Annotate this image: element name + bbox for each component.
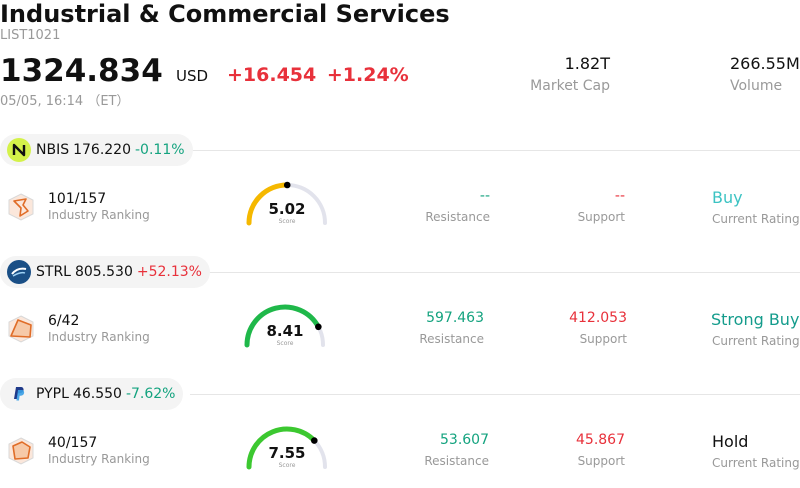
current-rating-value: Hold [712, 432, 749, 451]
resistance-label: Resistance [424, 454, 489, 468]
stock-price: 805.530 [74, 264, 133, 280]
volume-label: Volume [730, 78, 783, 94]
strl-logo-icon [7, 260, 31, 284]
row-divider [190, 272, 800, 273]
row-divider [190, 394, 800, 395]
score-gauge [246, 426, 327, 470]
stock-price: 46.550 [72, 386, 122, 402]
index-code: LIST1021 [0, 28, 61, 43]
stock-price: 176.220 [73, 142, 131, 158]
resistance-label: Resistance [425, 210, 490, 224]
ranking-badge-icon [8, 315, 34, 343]
stock-change-percent: -0.11% [135, 142, 185, 158]
industry-ranking-value: 40/157 [48, 435, 98, 451]
score-gauge [246, 181, 327, 226]
ranking-badge-icon [8, 437, 34, 465]
stock-pill-strl[interactable]: STRL 805.530 +52.13% [0, 256, 210, 288]
resistance-label: Resistance [419, 332, 484, 346]
ranking-badge-icon [8, 193, 34, 221]
support-value: -- [614, 188, 625, 204]
stock-symbol: NBIS [36, 142, 70, 158]
stock-pill-nbis[interactable]: NBIS 176.220 -0.11% [0, 134, 193, 166]
stock-symbol: PYPL [36, 386, 69, 402]
market-cap-value: 1.82T [564, 54, 610, 73]
score-label: Score [278, 218, 296, 225]
resistance-value: -- [479, 188, 490, 204]
current-rating-label: Current Rating [712, 334, 800, 348]
score-value: 8.41 [266, 322, 304, 340]
stock-symbol: STRL [36, 264, 71, 280]
current-rating-value: Buy [712, 188, 743, 207]
timestamp: 05/05, 16:14 （ET） [0, 94, 130, 109]
pypl-logo-icon [7, 382, 31, 406]
price-change: +16.454 +1.24% [227, 64, 413, 86]
support-label: Support [577, 454, 625, 468]
current-rating-value: Strong Buy [711, 310, 800, 329]
stock-change-percent: -7.62% [125, 386, 176, 402]
market-cap-label: Market Cap [530, 78, 610, 94]
volume-value: 266.55M [730, 54, 800, 73]
currency-label: USD [176, 67, 209, 85]
score-label: Score [278, 462, 296, 469]
industry-ranking-label: Industry Ranking [48, 208, 150, 222]
resistance-value: 53.607 [440, 432, 489, 448]
support-value: 412.053 [569, 310, 627, 326]
industry-ranking-label: Industry Ranking [48, 452, 150, 466]
score-label: Score [276, 340, 294, 347]
support-label: Support [577, 210, 625, 224]
resistance-value: 597.463 [426, 310, 484, 326]
current-rating-label: Current Rating [712, 456, 800, 470]
support-value: 45.867 [576, 432, 625, 448]
score-value: 7.55 [268, 444, 306, 462]
index-price: 1324.834 [0, 53, 163, 89]
score-gauge [244, 304, 325, 348]
row-divider [190, 150, 800, 151]
page-title: Industrial & Commercial Services [0, 0, 450, 28]
price-change-percent: +1.24% [326, 64, 409, 86]
support-label: Support [579, 332, 627, 346]
stock-change-percent: +52.13% [136, 264, 202, 280]
stock-pill-pypl[interactable]: PYPL 46.550 -7.62% [0, 378, 184, 410]
industry-ranking-label: Industry Ranking [48, 330, 150, 344]
industry-ranking-value: 101/157 [48, 191, 107, 207]
nbis-logo-icon [7, 138, 31, 162]
price-change-value: +16.454 [227, 64, 317, 86]
current-rating-label: Current Rating [712, 212, 800, 226]
score-value: 5.02 [268, 200, 306, 218]
industry-ranking-value: 6/42 [48, 313, 80, 329]
